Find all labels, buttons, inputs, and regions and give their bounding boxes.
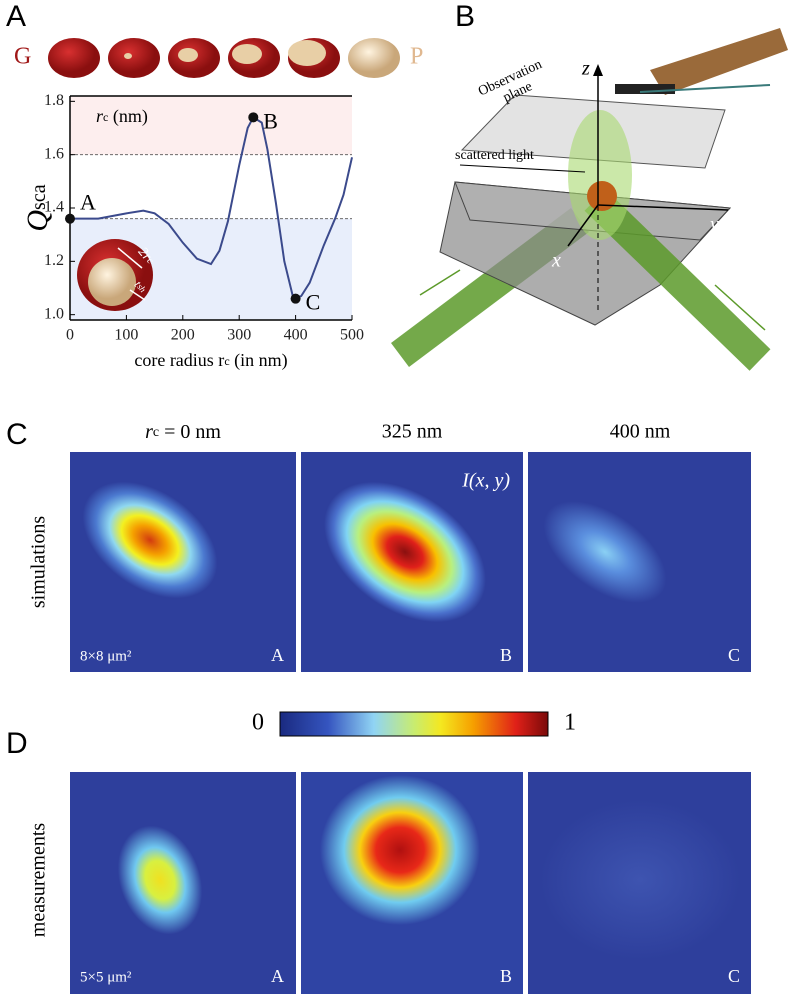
scale-label: 5×5 μm² xyxy=(80,969,132,985)
x-tick-label: 200 xyxy=(171,327,195,344)
setup-illustration xyxy=(391,28,788,371)
axis-y: y xyxy=(708,214,719,236)
colorbar xyxy=(279,711,549,737)
p-label: P xyxy=(410,44,423,70)
label-part: (nm) xyxy=(108,106,148,127)
axis-x: x xyxy=(551,250,561,272)
line-chart: 1.0 1.2 1.4 1.6 1.8 0 100 200 300 400 500 Qsca core … xyxy=(21,92,364,371)
corner-label: A xyxy=(271,645,284,665)
g-label: G xyxy=(14,44,31,70)
y-tick-label: 1.4 xyxy=(44,199,64,216)
panel-label: D xyxy=(6,727,28,760)
row-label: measurements xyxy=(28,823,50,938)
measurement-maps xyxy=(70,772,751,994)
corner-label: B xyxy=(500,645,512,665)
panel-label: C xyxy=(6,418,28,451)
x-tick-label: 500 xyxy=(340,327,364,344)
y-axis-label: Qsca xyxy=(21,184,54,231)
label-part: (in nm) xyxy=(230,350,288,371)
colorbar-max: 1 xyxy=(564,710,576,736)
col-header: 400 nm xyxy=(610,421,671,443)
corner-label: C xyxy=(728,966,740,986)
x-tick-label: 100 xyxy=(114,327,138,344)
label-part: core radius r xyxy=(134,350,224,370)
point-label: A xyxy=(80,190,96,215)
label-part: sca xyxy=(28,184,50,210)
point xyxy=(248,112,259,123)
y-tick-label: 1.0 xyxy=(44,305,64,322)
y-tick-label: 1.8 xyxy=(44,92,64,109)
band-high xyxy=(70,96,352,155)
label-part: c xyxy=(103,110,108,124)
scattered-label: scattered light xyxy=(455,148,534,163)
y-tick-label: 1.6 xyxy=(44,145,64,162)
line-series xyxy=(70,115,353,300)
col-header: 325 nm xyxy=(382,421,443,443)
panel-label: A xyxy=(6,0,26,33)
corner-label: B xyxy=(500,966,512,986)
inset-label: 2rc xyxy=(134,245,157,268)
intensity-label: I(x, y) xyxy=(461,470,510,492)
corner-label: A xyxy=(271,966,284,986)
point xyxy=(290,293,301,304)
legend-label: rc (nm) xyxy=(96,106,148,127)
y-tick-label: 1.2 xyxy=(44,252,64,269)
colorbar-min: 0 xyxy=(252,710,264,736)
inset-sphere xyxy=(77,239,153,311)
row-label: simulations xyxy=(28,516,50,608)
corner-label: C xyxy=(728,645,740,665)
label-part: c xyxy=(224,354,229,368)
shell-icons xyxy=(48,38,400,78)
axis-z: z xyxy=(581,58,590,80)
point xyxy=(65,213,75,224)
x-tick-label: 400 xyxy=(284,327,308,344)
panel-label: B xyxy=(455,0,475,33)
x-axis-label: core radius rc (in nm) xyxy=(134,350,287,371)
label-part: r xyxy=(96,106,104,126)
x-tick-label: 0 xyxy=(66,327,74,344)
simulation-maps xyxy=(70,452,751,672)
scale-label: 8×8 μm² xyxy=(80,648,132,664)
point-label: B xyxy=(263,108,278,133)
x-tick-label: 300 xyxy=(227,327,251,344)
label-part: Q xyxy=(21,210,54,232)
point-label: C xyxy=(306,290,321,315)
col-header: rc = 0 nm xyxy=(145,421,221,443)
